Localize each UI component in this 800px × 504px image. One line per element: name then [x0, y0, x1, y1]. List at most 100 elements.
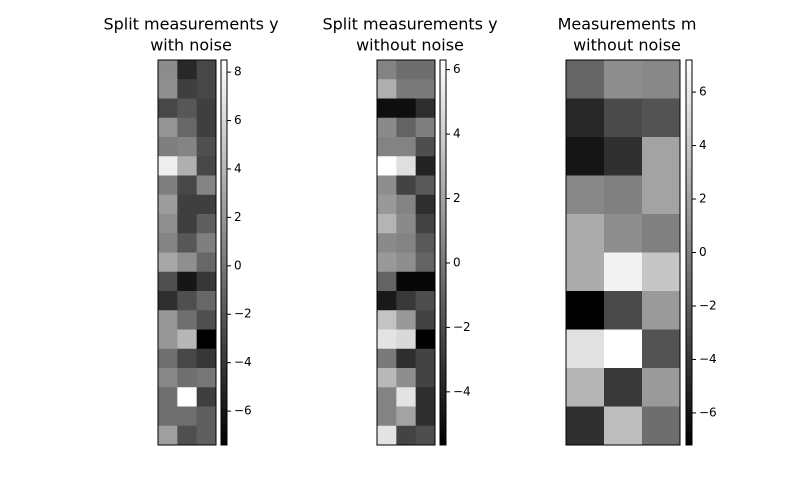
heatmap-cell: [196, 233, 217, 253]
heatmap-cell: [377, 98, 397, 119]
heatmap-cell: [158, 137, 178, 157]
heatmap-cell: [415, 175, 436, 196]
heatmap-cell: [377, 175, 397, 196]
heatmap-cell: [158, 329, 178, 350]
colorbar-tick-label: 6: [453, 62, 461, 76]
heatmap-cell: [604, 329, 643, 369]
heatmap-cell: [196, 271, 217, 292]
heatmap-cell: [415, 233, 436, 253]
colorbar-tick-label: −4: [699, 352, 717, 366]
heatmap-cell: [196, 137, 217, 157]
heatmap-cell: [158, 79, 178, 99]
heatmap-cell: [604, 98, 643, 138]
heatmap-cell: [566, 252, 605, 292]
heatmap-cell: [158, 271, 178, 292]
colorbar: [220, 59, 228, 446]
colorbar-tick-label: 6: [699, 85, 707, 99]
heatmap-cell: [415, 348, 436, 369]
heatmap-cell: [396, 387, 417, 407]
heatmap-cell: [642, 406, 681, 446]
heatmap-cell: [177, 310, 198, 330]
heatmap-cell: [177, 79, 198, 99]
colorbar-tick-label: 0: [234, 258, 242, 272]
colorbar-tick-label: 2: [699, 192, 707, 206]
heatmap-cell: [158, 214, 178, 234]
heatmap-cell: [642, 329, 681, 369]
heatmap-cell: [196, 98, 217, 119]
heatmap-cell: [196, 406, 217, 427]
heatmap-cell: [177, 60, 198, 80]
heatmap-cell: [377, 137, 397, 157]
heatmap-cell: [566, 406, 605, 446]
heatmap-cell: [642, 252, 681, 292]
heatmap-cell: [415, 252, 436, 273]
heatmap-cell: [396, 406, 417, 427]
heatmap-cell: [604, 291, 643, 330]
heatmap-cell: [396, 252, 417, 273]
heatmap-cell: [415, 368, 436, 388]
heatmap-cell: [158, 291, 178, 311]
heatmap-cell: [396, 214, 417, 234]
heatmap-cell: [566, 291, 605, 330]
heatmap-cell: [377, 348, 397, 369]
colorbar-tick-label: −2: [453, 320, 471, 334]
chart-title: Measurements m: [558, 15, 697, 34]
heatmap-cell: [196, 60, 217, 80]
heatmap-cell: [196, 214, 217, 234]
heatmap-cell: [177, 291, 198, 311]
chart-title: without noise: [356, 36, 464, 55]
chart-title: Split measurements y: [322, 15, 497, 34]
heatmap-cell: [177, 137, 198, 157]
heatmap-cell: [158, 98, 178, 119]
heatmap-cell: [377, 252, 397, 273]
heatmap-cell: [377, 310, 397, 330]
heatmap-cell: [158, 60, 178, 80]
heatmap-cell: [158, 156, 178, 176]
heatmap-cell: [415, 117, 436, 138]
heatmap-cell: [177, 156, 198, 176]
colorbar-tick-label: 2: [234, 210, 242, 224]
heatmap-cell: [158, 117, 178, 138]
heatmap-cell: [642, 98, 681, 138]
heatmap-cell: [177, 194, 198, 215]
heatmap-cell: [196, 387, 217, 407]
heatmap-cell: [604, 137, 643, 176]
colorbar-tick-label: −2: [234, 307, 252, 321]
heatmap-cell: [396, 117, 417, 138]
plot-frame: [376, 59, 436, 446]
heatmap-cell: [396, 233, 417, 253]
heatmap-cell: [177, 387, 198, 407]
heatmap-cell: [604, 252, 643, 292]
heatmap-cell: [415, 60, 436, 80]
colorbar-tick-label: −2: [699, 298, 717, 312]
heatmap-cell: [642, 214, 681, 253]
heatmap-cell: [177, 406, 198, 427]
heatmap-cell: [196, 117, 217, 138]
heatmap-cell: [396, 425, 417, 446]
colorbar-tick-label: −4: [234, 355, 252, 369]
colorbar: [685, 59, 693, 446]
heatmap-cell: [196, 348, 217, 369]
heatmap-cell: [158, 252, 178, 273]
colorbar-tick-label: 4: [234, 161, 242, 175]
heatmap-cell: [377, 60, 397, 80]
heatmap-cell: [377, 214, 397, 234]
heatmap-cell: [196, 252, 217, 273]
colorbar-tick-label: 4: [699, 138, 707, 152]
heatmap-cell: [177, 98, 198, 119]
heatmap-cell: [396, 368, 417, 388]
heatmap-cell: [396, 310, 417, 330]
heatmap-cell: [642, 291, 681, 330]
colorbar-tick-label: 0: [699, 245, 707, 259]
heatmap-cell: [377, 425, 397, 446]
heatmap-cell: [158, 348, 178, 369]
heatmap-cell: [377, 387, 397, 407]
plot-frame: [565, 59, 681, 446]
heatmap-cell: [396, 137, 417, 157]
heatmap-cell: [415, 310, 436, 330]
heatmap-cell: [415, 156, 436, 176]
heatmap-cell: [196, 79, 217, 99]
heatmap-cell: [604, 175, 643, 215]
heatmap-cell: [566, 329, 605, 369]
